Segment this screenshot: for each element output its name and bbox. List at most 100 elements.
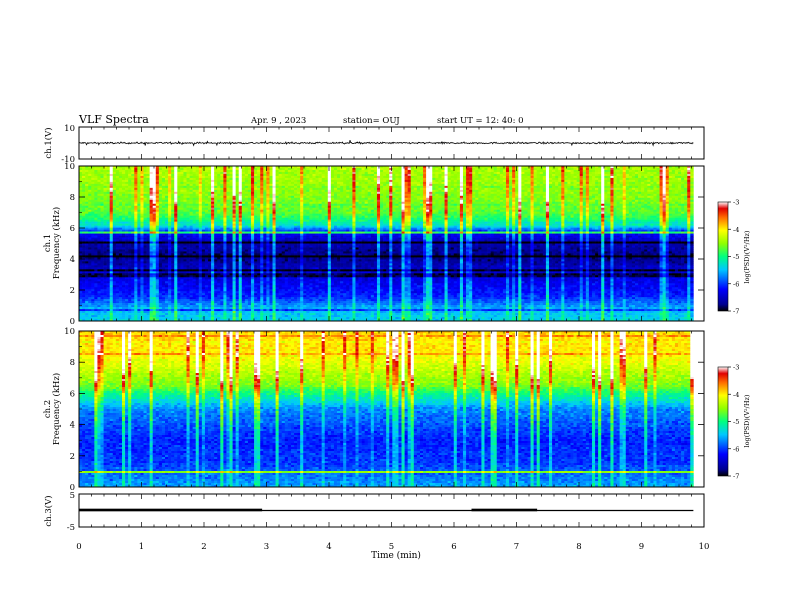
ch1-spectrogram-panel: 0246810 ch.1 Frequency (kHz) <box>43 162 704 327</box>
spec1-cell <box>116 176 119 178</box>
spec1-cell <box>150 293 153 295</box>
spec1-cell <box>134 186 137 188</box>
spec1-cell <box>101 293 104 295</box>
spec1-cell <box>104 301 107 303</box>
spec1-cell <box>144 307 147 309</box>
spec1-cell <box>131 180 134 182</box>
spec1-cell <box>116 255 119 257</box>
spec1-cell <box>122 269 125 271</box>
spec1-cell <box>134 172 137 174</box>
spec1-cell <box>150 204 153 206</box>
spec1-cell <box>116 249 119 251</box>
spec1-cell <box>107 251 110 253</box>
spec1-cell <box>150 198 153 200</box>
spec1-cell <box>91 265 94 267</box>
spec1-cell <box>144 287 147 289</box>
spec1-cell <box>79 309 82 311</box>
spec1-cell <box>107 261 110 263</box>
spec1-cell <box>153 198 156 200</box>
spec1-cell <box>140 168 143 170</box>
spec1-cell <box>119 208 122 210</box>
spec1-cell <box>125 170 128 172</box>
spec1-cell <box>119 267 122 269</box>
spec1-cell <box>119 242 122 244</box>
spec1-cell <box>150 267 153 269</box>
spec1-cell <box>113 295 116 297</box>
spec1-cell <box>110 194 113 196</box>
spec1-cell <box>88 168 91 170</box>
spec1-cell <box>125 291 128 293</box>
spec1-cell <box>107 253 110 255</box>
spec1-cell <box>150 178 153 180</box>
spec1-cell <box>150 208 153 210</box>
spec1-cell <box>85 206 88 208</box>
spec1-cell <box>79 269 82 271</box>
spec1-cell <box>125 182 128 184</box>
spec1-cell <box>94 172 97 174</box>
spec1-cell <box>125 285 128 287</box>
header-date: Apr. 9 , 2023 <box>250 116 306 126</box>
spec1-cell <box>131 265 134 267</box>
spec1-cell <box>147 281 150 283</box>
spec1-cell <box>125 281 128 283</box>
spec1-cell <box>88 255 91 257</box>
spec1-cell <box>137 242 140 244</box>
spec1-cell <box>116 283 119 285</box>
spec1-cell <box>101 234 104 236</box>
spec1-cell <box>94 204 97 206</box>
spec1-cell <box>119 170 122 172</box>
spec1-cell <box>97 220 100 222</box>
spec1-cell <box>122 218 125 220</box>
spec1-cell <box>107 206 110 208</box>
spec1-cell <box>125 249 128 251</box>
spec1-cell <box>147 186 150 188</box>
spec1-cell <box>153 202 156 204</box>
spec1-cell <box>134 299 137 301</box>
spec1-cell <box>134 238 137 240</box>
spec1-cell <box>79 251 82 253</box>
spec1-cell <box>97 295 100 297</box>
spec1-cell <box>79 180 82 182</box>
spec1-cell <box>91 232 94 234</box>
spec1-cell <box>104 226 107 228</box>
spec1-cell <box>122 261 125 263</box>
spec1-cell <box>97 180 100 182</box>
spec1-cell <box>94 214 97 216</box>
spec1-cell <box>113 216 116 218</box>
spec1-cell <box>82 244 85 246</box>
spec1-cell <box>122 271 125 273</box>
spec1-cell <box>85 236 88 238</box>
spec1-cell <box>116 208 119 210</box>
spec1-cell <box>128 307 131 309</box>
spec1-cell <box>97 247 100 249</box>
spec1-cell <box>134 287 137 289</box>
spec1-cell <box>147 253 150 255</box>
spec1-cell <box>82 224 85 226</box>
spec1-cell <box>147 218 150 220</box>
spec1-cell <box>128 232 131 234</box>
spec1-cell <box>119 188 122 190</box>
spec1-cell <box>91 180 94 182</box>
spec1-cell <box>79 206 82 208</box>
spec1-cell <box>125 212 128 214</box>
spec1-cell <box>101 255 104 257</box>
spec1-cell <box>137 247 140 249</box>
spec1-cell <box>82 263 85 265</box>
spec1-cell <box>85 168 88 170</box>
spec1-cell <box>137 210 140 212</box>
spec1-cell <box>140 204 143 206</box>
spec1-cell <box>119 202 122 204</box>
spec1-cell <box>122 206 125 208</box>
spec1-cell <box>150 311 153 313</box>
spec1-cell <box>88 261 91 263</box>
spec1-cell <box>122 287 125 289</box>
spec1-cell <box>128 305 131 307</box>
spec1-cell <box>101 245 104 247</box>
spec1-cell <box>110 178 113 180</box>
spec1-cell <box>88 263 91 265</box>
spec1-cell <box>147 299 150 301</box>
spec1-cell <box>113 249 116 251</box>
spec1-cell <box>107 226 110 228</box>
spec1-cell <box>131 253 134 255</box>
spec1-cell <box>85 279 88 281</box>
